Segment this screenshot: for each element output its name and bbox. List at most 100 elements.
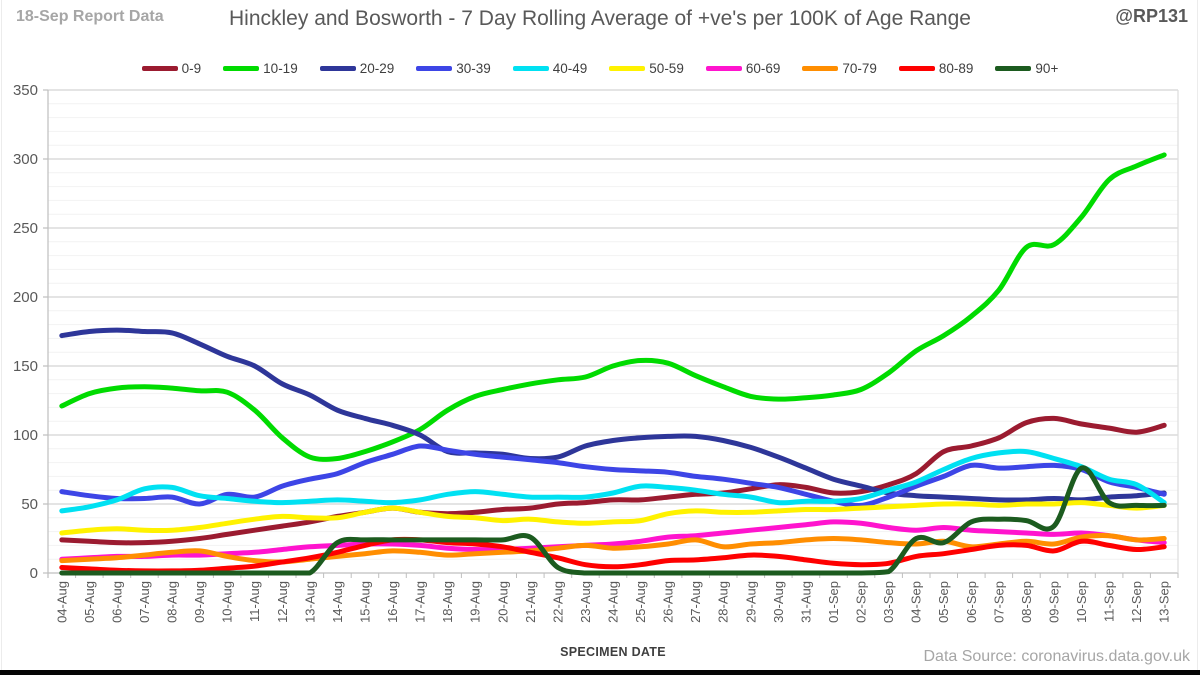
legend-item-60-69: 60-69 [705, 61, 781, 76]
series-line-90+ [59, 465, 1167, 576]
series-line-20-29 [59, 327, 1167, 503]
svg-text:15-Aug: 15-Aug [358, 581, 373, 623]
bottom-bar [0, 670, 1200, 675]
series-line-70-79 [59, 533, 1167, 565]
series-line-60-69 [59, 519, 1167, 562]
svg-text:02-Sep: 02-Sep [854, 581, 869, 623]
svg-text:28-Aug: 28-Aug [716, 581, 731, 623]
legend-line-swatch [416, 66, 453, 71]
svg-text:05-Sep: 05-Sep [936, 581, 951, 623]
svg-text:05-Aug: 05-Aug [82, 581, 97, 623]
svg-text:350: 350 [13, 82, 38, 99]
report-date-label: 18-Sep Report Data [16, 8, 164, 25]
legend-label: 50-59 [649, 61, 684, 76]
legend-label: 70-79 [842, 61, 877, 76]
legend-item-50-59: 50-59 [609, 61, 684, 76]
legend-item-0-9: 0-9 [141, 61, 202, 76]
svg-text:06-Aug: 06-Aug [109, 581, 124, 623]
chart-right-border [1197, 0, 1198, 670]
legend-line-swatch [609, 66, 646, 71]
series-line-0-9 [59, 415, 1167, 546]
legend-label: 80-89 [938, 61, 974, 76]
chart-title: Hinckley and Bosworth - 7 Day Rolling Av… [229, 7, 971, 30]
legend-label: 10-19 [263, 61, 298, 76]
svg-text:200: 200 [13, 289, 38, 306]
legend-item-40-49: 40-49 [512, 61, 588, 76]
legend-line-swatch [141, 66, 178, 71]
legend-line-swatch [898, 66, 935, 71]
legend-label: 0-9 [181, 61, 202, 76]
legend-line-swatch [223, 66, 260, 71]
svg-text:06-Sep: 06-Sep [964, 581, 979, 623]
svg-text:10-Sep: 10-Sep [1074, 581, 1089, 623]
legend-item-20-29: 20-29 [319, 61, 395, 76]
svg-text:50: 50 [21, 496, 38, 513]
svg-text:27-Aug: 27-Aug [688, 581, 703, 623]
legend-line-swatch [512, 66, 549, 71]
legend-label: 60-69 [745, 61, 781, 76]
svg-text:25-Aug: 25-Aug [633, 581, 648, 623]
svg-text:12-Aug: 12-Aug [275, 581, 290, 623]
svg-text:10-Aug: 10-Aug [220, 581, 235, 623]
legend-item-10-19: 10-19 [223, 61, 298, 76]
svg-text:150: 150 [13, 358, 38, 375]
x-axis-title: SPECIMEN DATE [560, 645, 666, 659]
svg-text:250: 250 [13, 220, 38, 237]
svg-text:12-Sep: 12-Sep [1129, 581, 1144, 623]
chart-left-border [1, 0, 2, 670]
svg-text:31-Aug: 31-Aug [798, 581, 813, 623]
series-line-30-39 [59, 443, 1167, 508]
author-handle: @RP131 [1115, 6, 1188, 26]
svg-text:09-Aug: 09-Aug [192, 581, 207, 623]
svg-text:09-Sep: 09-Sep [1047, 581, 1062, 623]
legend-line-swatch [705, 66, 742, 71]
legend-label: 30-39 [456, 61, 491, 76]
svg-text:19-Aug: 19-Aug [468, 581, 483, 623]
svg-text:07-Aug: 07-Aug [137, 581, 152, 623]
data-source-label: Data Source: coronavirus.data.gov.uk [923, 648, 1190, 665]
svg-text:21-Aug: 21-Aug [523, 581, 538, 623]
svg-text:16-Aug: 16-Aug [385, 581, 400, 623]
legend-line-swatch [802, 66, 839, 71]
svg-text:03-Sep: 03-Sep [881, 581, 896, 623]
legend-item-80-89: 80-89 [898, 61, 974, 76]
legend-item-30-39: 30-39 [416, 61, 491, 76]
svg-text:04-Aug: 04-Aug [54, 581, 69, 623]
svg-text:18-Aug: 18-Aug [440, 581, 455, 623]
svg-text:22-Aug: 22-Aug [550, 581, 565, 623]
svg-text:07-Sep: 07-Sep [991, 581, 1006, 623]
svg-text:17-Aug: 17-Aug [413, 581, 428, 623]
svg-text:26-Aug: 26-Aug [661, 581, 676, 623]
series-line-10-19 [59, 152, 1167, 462]
svg-text:20-Aug: 20-Aug [495, 581, 510, 623]
legend-item-70-79: 70-79 [802, 61, 877, 76]
series-line-40-49 [59, 448, 1167, 514]
legend: 0-9 10-19 20-29 30-39 40-49 50-59 60-69 70-79 80… [0, 61, 1200, 76]
svg-text:100: 100 [13, 427, 38, 444]
series-line-80-89 [59, 536, 1167, 574]
svg-text:30-Aug: 30-Aug [771, 581, 786, 623]
svg-text:11-Aug: 11-Aug [247, 581, 262, 622]
svg-text:29-Aug: 29-Aug [743, 581, 758, 623]
svg-text:08-Aug: 08-Aug [165, 581, 180, 623]
svg-text:11-Sep: 11-Sep [1102, 581, 1117, 622]
legend-item-90+: 90+ [995, 61, 1058, 76]
svg-text:0: 0 [30, 565, 38, 582]
legend-label: 90+ [1035, 61, 1059, 76]
svg-text:04-Sep: 04-Sep [909, 581, 924, 623]
svg-text:24-Aug: 24-Aug [606, 581, 621, 623]
svg-text:23-Aug: 23-Aug [578, 581, 593, 623]
legend-label: 20-29 [359, 61, 395, 76]
svg-text:13-Sep: 13-Sep [1157, 581, 1172, 623]
svg-text:13-Aug: 13-Aug [302, 581, 317, 623]
svg-text:14-Aug: 14-Aug [330, 581, 345, 623]
legend-line-swatch [995, 66, 1032, 71]
legend-label: 40-49 [552, 61, 588, 76]
legend-line-swatch [319, 66, 356, 71]
svg-text:01-Sep: 01-Sep [826, 581, 841, 623]
svg-text:300: 300 [13, 151, 38, 168]
svg-text:08-Sep: 08-Sep [1019, 581, 1034, 623]
series-line-50-59 [59, 500, 1167, 536]
